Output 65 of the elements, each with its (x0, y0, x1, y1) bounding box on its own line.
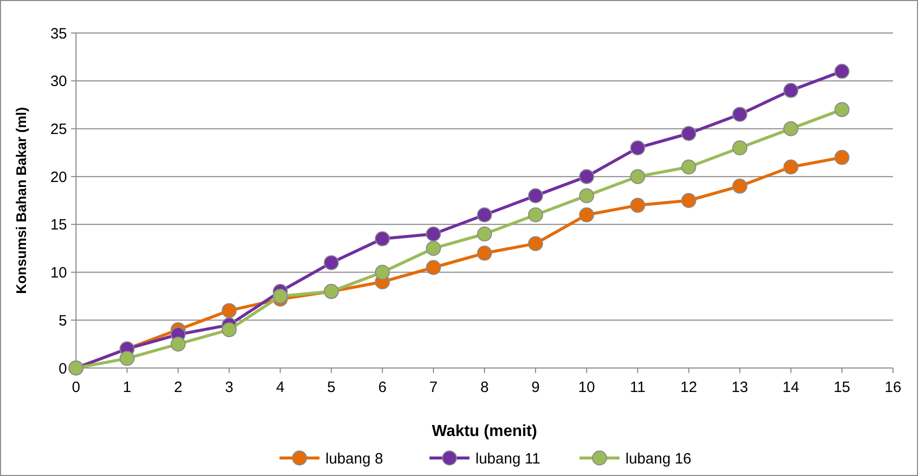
y-tick-label: 25 (50, 120, 67, 138)
x-tick-label: 9 (531, 379, 540, 396)
x-tick-label: 5 (327, 379, 336, 396)
x-tick-label: 12 (680, 379, 698, 396)
x-tick-label: 10 (578, 379, 595, 396)
point (681, 160, 696, 174)
point (783, 121, 798, 136)
point (834, 102, 850, 118)
x-tick-label: 0 (72, 379, 80, 396)
point (272, 288, 288, 304)
x-tick-label: 15 (834, 379, 850, 396)
point (834, 150, 850, 165)
x-tick-label: 4 (276, 379, 284, 396)
point (528, 188, 544, 204)
x-tick-label: 13 (731, 379, 748, 396)
point (426, 240, 441, 256)
point (477, 246, 492, 261)
legend-label: lubang 11 (476, 450, 540, 468)
x-axis-title: Waktu (menit) (432, 423, 538, 440)
x-tick-label: 8 (480, 379, 489, 396)
y-tick-label: 5 (58, 312, 67, 330)
point (222, 303, 237, 318)
point (783, 82, 798, 98)
y-tick-label: 35 (50, 25, 67, 42)
point (528, 236, 544, 252)
y-tick-label: 15 (50, 216, 67, 234)
point (834, 64, 850, 79)
x-tick-label: 16 (884, 379, 902, 396)
legend-label: lubang 16 (626, 450, 692, 468)
point (579, 188, 594, 204)
y-axis-title: Konsumsi Bahan Bakar (ml) (13, 107, 29, 294)
x-tick-label: 3 (225, 379, 234, 396)
point (528, 207, 544, 222)
y-tick-label: 10 (50, 264, 67, 282)
point (477, 226, 492, 242)
point (170, 336, 186, 352)
point (681, 126, 696, 141)
point (477, 207, 492, 222)
point (374, 264, 390, 280)
point (324, 255, 339, 270)
x-tick-label: 14 (782, 379, 800, 396)
point (374, 231, 390, 246)
point (426, 260, 441, 275)
point (732, 140, 748, 156)
x-tick-label: 1 (122, 379, 132, 396)
x-tick-label: 6 (378, 379, 387, 396)
point (426, 226, 441, 242)
point (630, 198, 646, 213)
x-tick-label: 2 (174, 379, 182, 396)
point (630, 140, 646, 156)
point (579, 207, 594, 222)
point (630, 169, 646, 184)
y-tick-label: 20 (50, 168, 67, 186)
y-tick-label: 0 (58, 360, 67, 378)
legend-label: lubang 8 (326, 450, 384, 468)
point (222, 322, 237, 338)
point (783, 160, 798, 174)
point (732, 106, 748, 122)
x-tick-label: 11 (630, 379, 646, 396)
point (681, 193, 696, 208)
point (732, 178, 748, 194)
x-tick-label: 7 (429, 379, 438, 396)
y-tick-label: 30 (50, 73, 67, 90)
point (579, 169, 594, 184)
point (120, 350, 135, 366)
